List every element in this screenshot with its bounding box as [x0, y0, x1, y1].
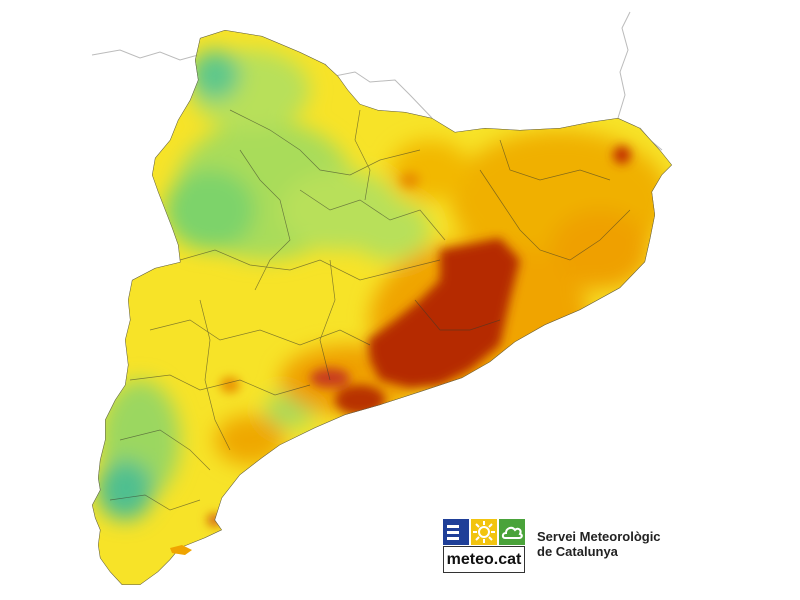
- cloud-icon: [499, 519, 525, 545]
- logo-mark: meteo.cat: [443, 519, 525, 573]
- comarca-borders: [109, 109, 631, 511]
- logo-organization-name: Servei Meteorològic de Catalunya: [537, 529, 661, 559]
- logo-wordmark: meteo.cat: [443, 546, 525, 573]
- logo-line-1: Servei Meteorològic: [537, 529, 661, 544]
- catalunya-outline: [92, 30, 672, 585]
- ebro-delta: [170, 545, 192, 555]
- logo-line-2: de Catalunya: [537, 544, 618, 559]
- sun-icon: [471, 519, 497, 545]
- stripes-icon: [443, 519, 469, 545]
- meteocat-logo: meteo.cat Servei Meteorològic de Catalun…: [443, 519, 683, 573]
